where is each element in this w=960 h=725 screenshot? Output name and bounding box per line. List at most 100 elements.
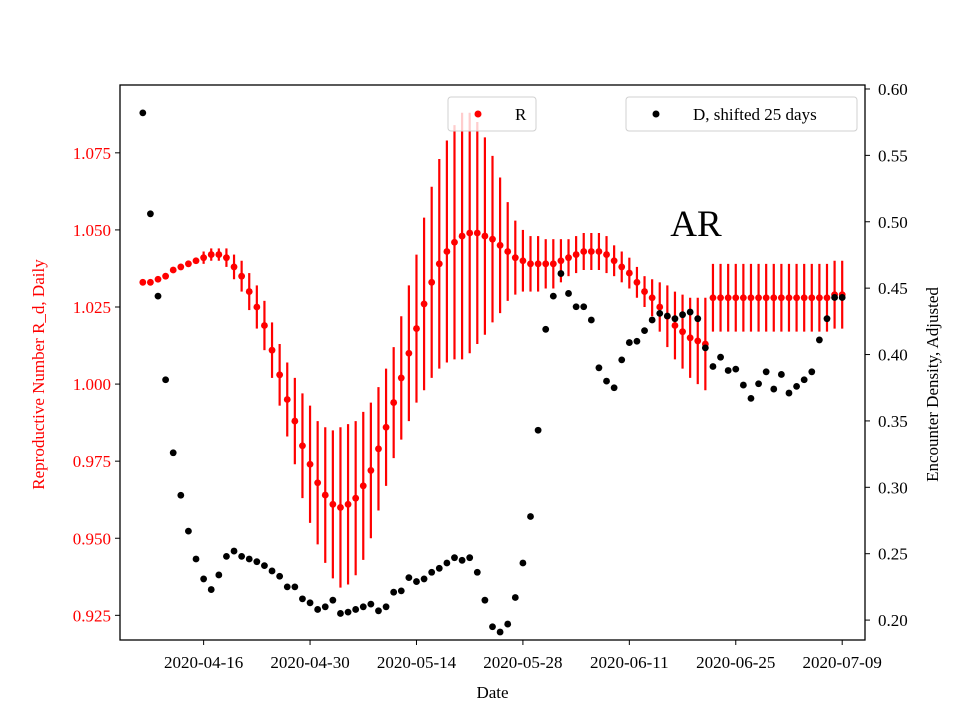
- r-point: [352, 494, 360, 502]
- legend-d-box: [625, 96, 858, 132]
- d-point: [329, 596, 337, 604]
- left-y-tick-label: 1.075: [73, 144, 111, 163]
- r-point: [268, 346, 276, 354]
- d-point: [519, 559, 527, 567]
- r-point: [633, 278, 641, 286]
- d-point: [838, 294, 846, 301]
- d-point: [603, 377, 610, 385]
- d-point: [314, 606, 322, 613]
- d-point: [375, 607, 382, 615]
- r-point: [306, 460, 314, 468]
- r-point: [238, 272, 246, 280]
- d-point: [823, 315, 831, 323]
- d-point: [557, 270, 565, 277]
- d-point: [359, 603, 367, 611]
- d-point: [648, 316, 656, 324]
- r-point: [732, 294, 740, 302]
- d-point: [694, 315, 702, 323]
- d-point: [435, 564, 443, 572]
- d-point: [397, 587, 405, 595]
- r-point: [283, 396, 291, 403]
- left-y-tick-label: 1.050: [73, 221, 111, 240]
- d-point: [572, 303, 580, 311]
- r-point: [405, 349, 413, 357]
- r-point: [299, 442, 306, 450]
- r-point: [618, 263, 626, 271]
- r-point: [192, 257, 200, 265]
- r-point: [800, 294, 808, 302]
- right-y-tick-label: 0.50: [878, 213, 908, 232]
- d-point: [253, 558, 261, 566]
- d-point: [367, 600, 375, 608]
- left-y-tick-label: 1.025: [73, 298, 111, 317]
- r-point: [413, 325, 420, 332]
- left-y-axis-label: Reproductive Number R_d, Daily: [29, 259, 48, 490]
- r-point: [321, 491, 329, 499]
- right-y-tick-label: 0.45: [878, 279, 908, 298]
- r-point: [458, 232, 466, 240]
- r-points: [139, 229, 846, 511]
- r-point: [648, 294, 656, 302]
- right-y-tick-label: 0.20: [878, 611, 908, 630]
- d-point: [466, 554, 474, 562]
- d-point: [177, 491, 185, 499]
- d-point: [686, 308, 694, 316]
- d-point: [238, 552, 246, 560]
- d-point: [185, 527, 192, 535]
- r-point: [534, 260, 542, 268]
- d-point: [413, 578, 420, 585]
- r-point: [428, 278, 436, 286]
- d-point: [276, 572, 284, 580]
- r-point: [375, 445, 382, 453]
- r-point: [739, 294, 747, 302]
- d-point: [671, 315, 679, 323]
- d-point: [732, 365, 740, 373]
- d-point: [618, 356, 626, 364]
- plot-frame: [119, 84, 866, 641]
- r-point: [291, 417, 299, 425]
- r-point: [162, 272, 170, 280]
- r-point: [511, 254, 519, 262]
- r-point: [337, 504, 344, 511]
- d-point: [443, 559, 451, 567]
- right-y-axis-ticks: 0.20 0.25 0.30 0.35 0.40 0.45 0.50 0.55 0.60: [865, 80, 908, 630]
- r-point: [473, 229, 481, 237]
- r-point: [504, 248, 512, 255]
- r-point: [466, 229, 474, 237]
- d-point: [527, 513, 534, 520]
- d-point: [352, 606, 360, 613]
- right-y-tick-label: 0.60: [878, 80, 908, 99]
- d-point: [663, 312, 671, 320]
- r-point: [808, 294, 816, 302]
- d-point: [625, 339, 633, 346]
- r-point: [185, 260, 192, 268]
- legend-r-box: [447, 96, 537, 132]
- d-point: [739, 381, 747, 389]
- x-tick-label: 2020-04-16: [164, 653, 243, 672]
- d-point: [747, 394, 755, 402]
- r-point: [542, 260, 550, 268]
- r-point: [147, 278, 154, 286]
- region-annotation: AR: [670, 204, 722, 245]
- d-point: [481, 596, 489, 604]
- d-point: [458, 556, 466, 564]
- r-point: [823, 294, 831, 302]
- r-point: [397, 374, 405, 382]
- d-point: [777, 371, 785, 378]
- d-point: [511, 594, 519, 601]
- r-point: [443, 248, 451, 255]
- d-point: [207, 586, 215, 593]
- d-point: [808, 368, 816, 376]
- r-point: [671, 322, 679, 329]
- r-point: [709, 294, 717, 302]
- r-point: [154, 275, 162, 283]
- r-point: [595, 248, 603, 255]
- r-point: [527, 260, 534, 268]
- d-point: [344, 608, 352, 616]
- d-points: [139, 109, 846, 636]
- d-point: [595, 364, 603, 372]
- r-point: [215, 251, 223, 258]
- left-y-tick-label: 0.925: [73, 606, 111, 625]
